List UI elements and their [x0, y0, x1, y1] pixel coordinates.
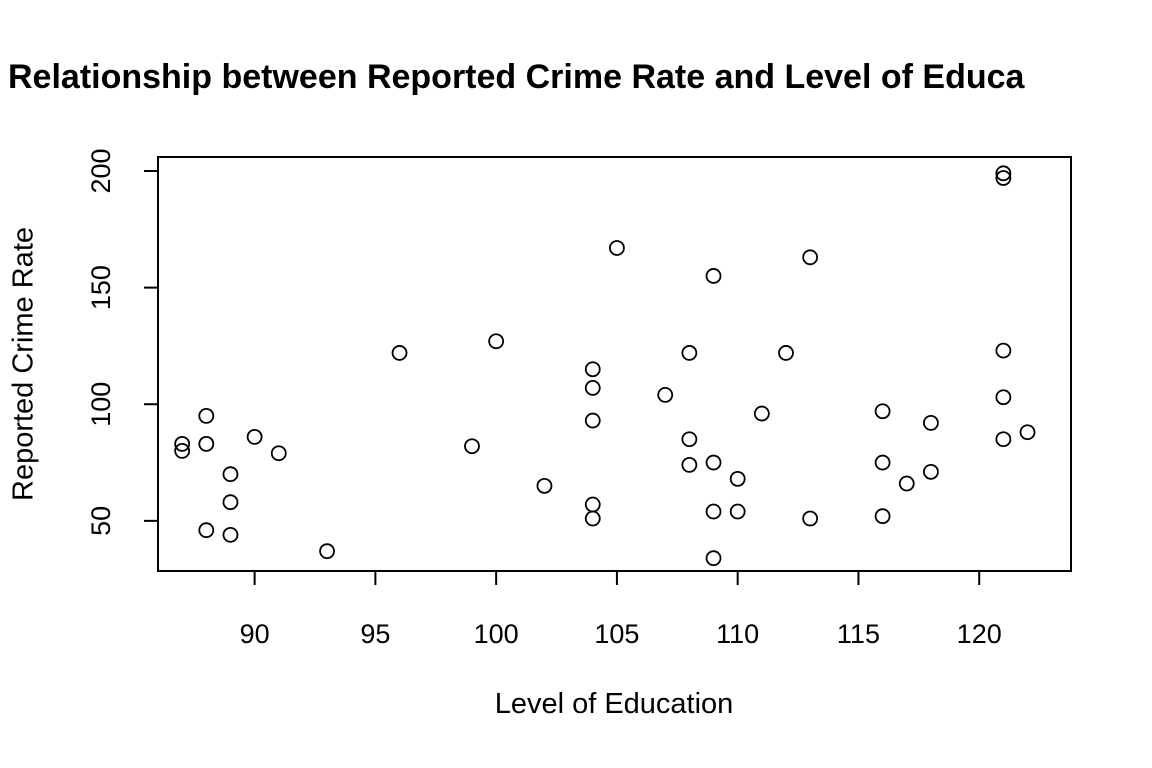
y-tick-label: 100 [86, 382, 116, 427]
data-point [198, 522, 215, 539]
data-point [319, 543, 335, 560]
y-tick-label: 50 [86, 506, 116, 536]
data-point [923, 463, 939, 480]
data-point [874, 454, 891, 471]
data-point [198, 435, 215, 452]
y-tick-label: 200 [86, 148, 116, 193]
x-axis-label: Level of Education [494, 688, 734, 720]
x-tick-label: 105 [594, 619, 639, 649]
data-point [729, 470, 746, 487]
data-point [802, 249, 819, 266]
data-point [198, 407, 215, 424]
data-point [464, 438, 480, 455]
data-point [802, 510, 819, 527]
data-point [874, 508, 891, 525]
data-point [174, 442, 191, 459]
data-point [222, 466, 239, 483]
data-point [995, 342, 1012, 359]
y-tick-label: 150 [86, 265, 116, 310]
data-point [705, 503, 722, 520]
plot-frame [157, 156, 1072, 572]
data-point [729, 503, 746, 520]
data-point [584, 412, 601, 429]
data-point [753, 405, 770, 422]
x-tick-label: 115 [837, 619, 880, 649]
data-point [584, 510, 601, 527]
x-tick-label: 100 [474, 619, 519, 649]
data-point [705, 454, 722, 471]
data-point [995, 389, 1012, 406]
data-point [536, 477, 553, 494]
data-point [705, 550, 722, 567]
data-point [584, 361, 601, 378]
data-point [778, 345, 794, 361]
data-point [609, 240, 625, 256]
data-point [681, 456, 698, 473]
data-point [270, 445, 287, 462]
data-point [1019, 424, 1036, 441]
data-point [222, 494, 239, 511]
data-point [995, 170, 1012, 186]
data-point [705, 268, 722, 284]
data-point [657, 387, 674, 403]
data-point [391, 345, 408, 361]
data-point [584, 380, 601, 396]
data-point [584, 496, 601, 513]
data-point [874, 403, 891, 420]
data-point [681, 345, 698, 361]
data-point [923, 414, 939, 431]
data-point [488, 333, 505, 350]
data-point [222, 526, 239, 543]
data-point [995, 165, 1012, 182]
data-point [681, 431, 698, 448]
data-point [898, 475, 915, 492]
data-point [995, 431, 1012, 448]
data-point [174, 435, 191, 452]
x-tick-label: 90 [240, 619, 270, 649]
data-point [246, 428, 263, 445]
x-tick-label: 120 [957, 619, 1002, 649]
x-tick-label: 95 [360, 619, 390, 649]
chart-title: Relationship between Reported Crime Rate… [8, 58, 1025, 96]
x-tick-label: 110 [716, 619, 759, 649]
